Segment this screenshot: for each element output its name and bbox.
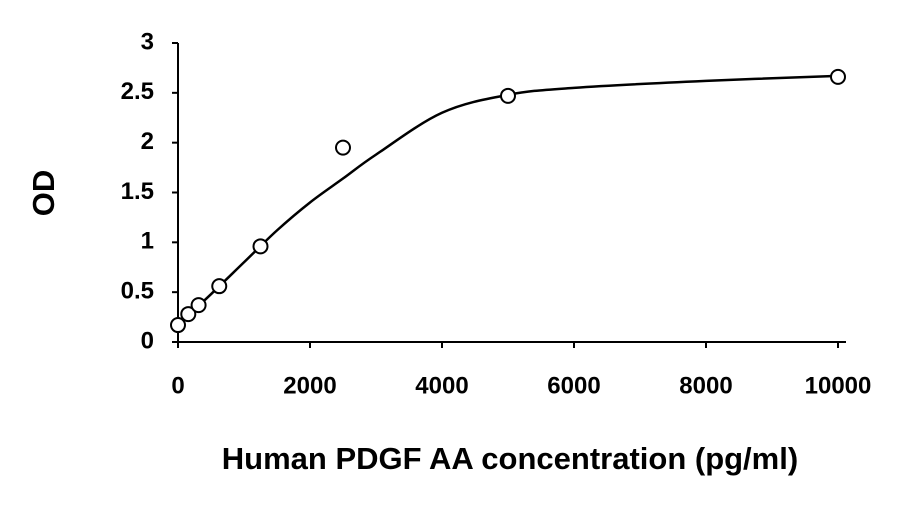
- y-tick-label: 3: [141, 28, 154, 55]
- data-point: [252, 238, 269, 255]
- fit-curve: [177, 74, 839, 326]
- data-point: [335, 139, 351, 156]
- data-point: [211, 278, 228, 295]
- data-point: [170, 317, 186, 334]
- y-tick-label: 1: [141, 228, 154, 255]
- y-tick-label: 2: [141, 128, 154, 155]
- x-tick-label: 8000: [679, 372, 732, 399]
- y-tick-label: 0: [141, 327, 154, 354]
- y-tick-label: 1.5: [121, 178, 154, 205]
- x-tick-label: 4000: [415, 372, 468, 399]
- x-tick-label: 6000: [547, 372, 600, 399]
- x-tick-label: 0: [171, 372, 184, 399]
- x-tick-label: 2000: [283, 372, 336, 399]
- data-point: [180, 306, 197, 323]
- data-point: [500, 87, 516, 104]
- y-tick-label: 2.5: [121, 78, 154, 105]
- y-axis-title: OD: [26, 170, 61, 217]
- data-point: [830, 68, 846, 85]
- data-point: [190, 297, 207, 314]
- y-tick-label: 0.5: [121, 278, 154, 305]
- x-axis-title: Human PDGF AA concentration (pg/ml): [222, 441, 798, 476]
- x-tick-label: 10000: [805, 372, 872, 399]
